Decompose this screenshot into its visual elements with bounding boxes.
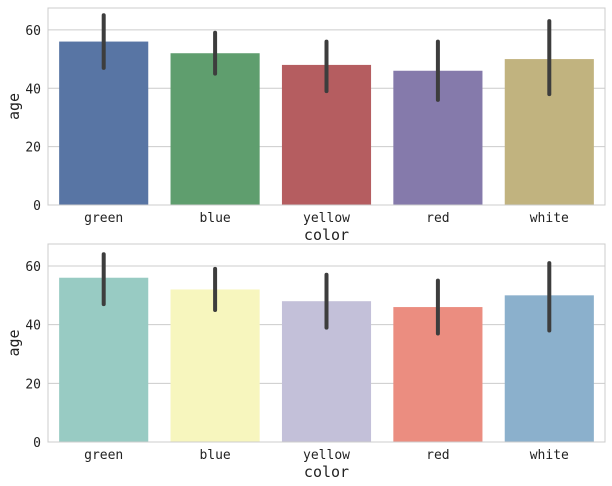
y-tick-label: 60 xyxy=(25,260,41,275)
x-tick-label: yellow xyxy=(303,211,350,226)
x-tick-label: red xyxy=(426,448,449,463)
y-tick-label: 60 xyxy=(25,24,41,39)
x-axis-label: color xyxy=(304,226,349,244)
y-tick-label: 40 xyxy=(25,319,41,334)
x-tick-label: red xyxy=(426,211,449,226)
y-tick-label: 40 xyxy=(25,82,41,97)
bar-blue xyxy=(170,289,260,442)
x-tick-label: green xyxy=(84,211,123,226)
x-axis-label: color xyxy=(304,463,349,481)
x-tick-label: green xyxy=(84,448,123,463)
x-tick-label: blue xyxy=(199,448,230,463)
y-tick-label: 20 xyxy=(25,141,41,156)
x-tick-label: yellow xyxy=(303,448,350,463)
y-axis-label: age xyxy=(5,329,23,356)
x-tick-label: white xyxy=(530,448,569,463)
bar-blue xyxy=(170,53,260,206)
plot-frame xyxy=(47,243,606,443)
top-bar-chart: 0 20 40 60 green blue yellow red white color age xyxy=(5,7,606,244)
y-axis-label: age xyxy=(5,93,23,120)
x-tick-label: white xyxy=(530,211,569,226)
x-tick-label: blue xyxy=(199,211,230,226)
y-tick-label: 0 xyxy=(33,436,41,451)
y-tick-label: 20 xyxy=(25,377,41,392)
bottom-bar-chart: 0 20 40 60 green blue yellow red white color age xyxy=(5,243,606,481)
plot-frame xyxy=(47,7,606,206)
y-tick-label: 0 xyxy=(33,199,41,214)
